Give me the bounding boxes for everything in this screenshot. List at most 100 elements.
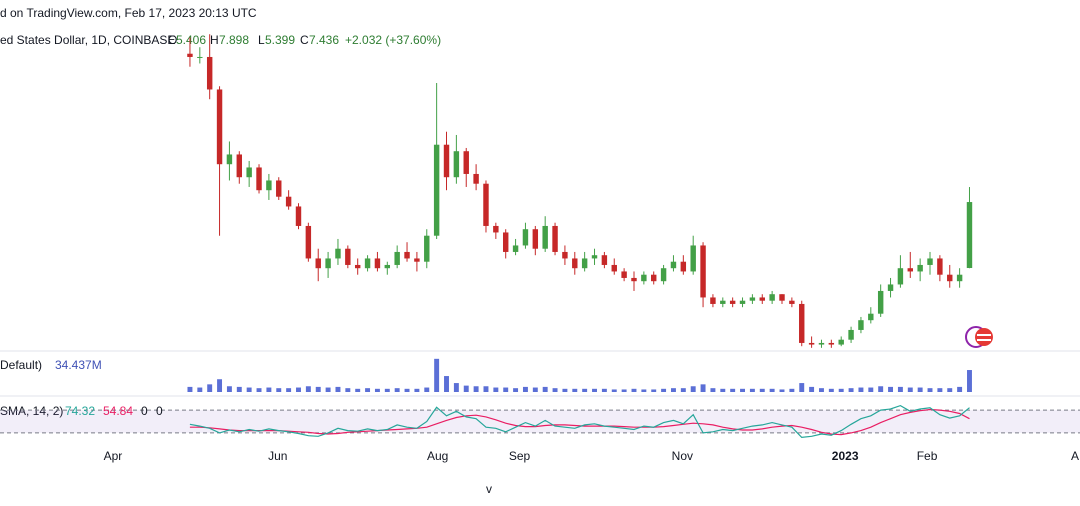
volume-bar — [789, 388, 795, 392]
candle-body — [354, 264, 361, 269]
candle-body — [828, 342, 835, 345]
candle-body — [937, 258, 943, 275]
candle-body — [799, 303, 805, 343]
candle-body — [384, 264, 391, 269]
candle-body — [779, 294, 785, 301]
candle-body — [374, 258, 381, 269]
candle-body — [562, 251, 568, 259]
footer: v — [486, 482, 492, 496]
x-tick-label: Apr — [104, 449, 123, 463]
volume-bar — [700, 384, 706, 392]
volume-bar — [621, 389, 627, 392]
symbol-title: ed States Dollar, 1D, COINBASE — [0, 33, 175, 47]
candle-body — [591, 255, 598, 259]
volume-bar — [888, 386, 894, 392]
volume-bar — [601, 388, 607, 392]
candle-body — [512, 245, 519, 252]
candle-body — [305, 225, 312, 259]
volume-bar — [641, 389, 647, 392]
candle-body — [295, 206, 302, 226]
volume-bar — [878, 386, 884, 392]
candle-body — [907, 268, 913, 272]
candle-body — [739, 300, 746, 304]
candle-body — [956, 274, 963, 282]
volume-bar — [819, 388, 824, 392]
candle-body — [838, 339, 844, 345]
ohlc-close: 7.436 — [309, 33, 339, 47]
candle-body — [966, 202, 973, 269]
candle-body — [690, 245, 696, 272]
rsi-other-value: 0 — [141, 404, 148, 418]
candle-body — [897, 268, 904, 285]
volume-bar — [463, 385, 469, 392]
candle-body — [670, 261, 677, 269]
candle-body — [443, 144, 450, 178]
volume-bar — [355, 388, 361, 392]
candle-body — [256, 167, 262, 191]
candle-body — [335, 248, 341, 259]
candle-body — [631, 277, 637, 282]
candle-body — [197, 56, 203, 58]
candle-body — [473, 173, 479, 184]
volume-bar — [720, 388, 726, 392]
volume-bar — [513, 388, 519, 392]
volume-bar — [779, 389, 785, 392]
volume-bar — [542, 386, 548, 392]
ohlc-key: L — [258, 33, 265, 47]
volume-bar — [809, 386, 815, 392]
volume-bar — [730, 388, 736, 392]
candle-body — [927, 258, 933, 265]
volume-bar — [848, 388, 854, 392]
volume-bar — [444, 376, 449, 392]
candle-body — [424, 235, 430, 262]
volume-bar — [276, 388, 282, 392]
candle-body — [818, 342, 825, 345]
candle-body — [917, 264, 923, 272]
candle-body — [749, 297, 756, 301]
volume-bar — [710, 388, 716, 392]
volume-bar — [236, 386, 242, 392]
volume-bar — [365, 388, 371, 392]
rsi-band — [0, 410, 1080, 433]
header-title: d on TradingView.com, Feb 17, 2023 20:13… — [0, 6, 257, 20]
volume-last: 34.437M — [55, 358, 102, 372]
volume-bar — [838, 388, 844, 392]
volume-bar — [246, 387, 252, 392]
volume-bar — [611, 389, 617, 392]
volume-bar — [315, 386, 321, 392]
candle-body — [266, 180, 272, 191]
candle-body — [345, 248, 351, 265]
volume-bar — [947, 388, 953, 392]
volume-bar — [937, 388, 943, 392]
volume-bar — [769, 388, 775, 392]
x-tick-label: Nov — [672, 449, 693, 463]
volume-bar — [207, 384, 213, 392]
volume-bar — [532, 387, 538, 392]
candle-body — [206, 56, 213, 90]
candle-body — [364, 258, 371, 269]
volume-bar — [749, 388, 755, 392]
volume-bar — [493, 387, 499, 392]
change-label: +2.032 (+37.60%) — [345, 33, 441, 47]
volume-bar — [690, 386, 696, 392]
volume-bar — [394, 388, 400, 392]
x-tick-label: Feb — [917, 449, 938, 463]
ohlc-key: O — [168, 33, 177, 47]
candle-body — [246, 167, 252, 178]
volume-bar — [868, 387, 874, 392]
ohlc-open: 5.406 — [176, 33, 206, 47]
volume-bar — [404, 388, 410, 392]
volume-bar — [740, 388, 745, 392]
volume-bar — [483, 386, 489, 392]
volume-bar — [266, 387, 272, 392]
volume-bar — [572, 388, 578, 392]
volume-bar — [522, 386, 528, 392]
volume-bar — [217, 379, 223, 392]
candle-body — [315, 258, 321, 269]
volume-bar — [384, 388, 390, 392]
candle-body — [877, 290, 884, 314]
rsi-line — [189, 404, 970, 439]
candle-body — [720, 300, 726, 304]
candle-body — [542, 225, 548, 249]
